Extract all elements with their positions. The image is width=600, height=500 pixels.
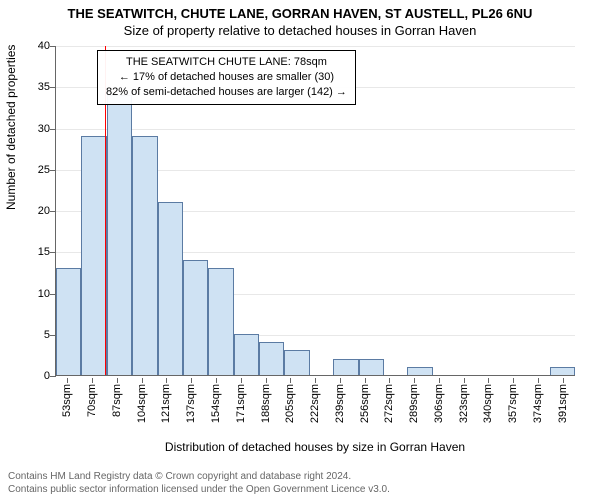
xtick-mark — [464, 378, 465, 383]
attribution-text: Contains HM Land Registry data © Crown c… — [8, 471, 390, 496]
xtick-mark — [513, 378, 514, 383]
xtick-mark — [340, 378, 341, 383]
histogram-bar — [158, 202, 183, 375]
xtick-label: 171sqm — [228, 378, 253, 438]
xtick-mark — [290, 378, 291, 383]
xtick-text: 121sqm — [160, 384, 172, 423]
xtick-text: 391sqm — [557, 384, 569, 423]
histogram-bar — [107, 95, 132, 375]
xtick-text: 104sqm — [136, 384, 148, 423]
xtick-text: 323sqm — [458, 384, 470, 423]
histogram-bar — [183, 260, 208, 375]
xtick-label: 323sqm — [451, 378, 476, 438]
xtick-label: 256sqm — [352, 378, 377, 438]
histogram-bar — [259, 342, 284, 375]
chart-title-main: THE SEATWITCH, CHUTE LANE, GORRAN HAVEN,… — [0, 0, 600, 21]
xtick-mark — [365, 378, 366, 383]
ytick-label: 15 — [38, 246, 56, 258]
xtick-text: 53sqm — [61, 384, 73, 417]
xtick-mark — [142, 378, 143, 383]
xtick-mark — [92, 378, 93, 383]
xtick-mark — [191, 378, 192, 383]
xtick-label: 104sqm — [129, 378, 154, 438]
histogram-bar — [132, 136, 157, 375]
xtick-text: 154sqm — [210, 384, 222, 423]
xtick-label: 222sqm — [303, 378, 328, 438]
xtick-label: 205sqm — [278, 378, 303, 438]
xtick-mark — [67, 378, 68, 383]
xtick-mark — [389, 378, 390, 383]
xtick-label: 374sqm — [526, 378, 551, 438]
xtick-label: 357sqm — [501, 378, 526, 438]
ytick-label: 5 — [44, 329, 56, 341]
xtick-label: 391sqm — [550, 378, 575, 438]
histogram-bar — [208, 268, 233, 375]
xtick-mark — [117, 378, 118, 383]
histogram-bar — [81, 136, 106, 375]
xtick-mark — [439, 378, 440, 383]
xtick-text: 171sqm — [235, 384, 247, 423]
histogram-bar — [284, 350, 309, 375]
y-axis-label: Number of detached properties — [4, 45, 18, 210]
annotation-box: THE SEATWITCH CHUTE LANE: 78sqm ← 17% of… — [97, 50, 356, 105]
xtick-text: 205sqm — [284, 384, 296, 423]
xtick-mark — [488, 378, 489, 383]
annotation-line-2: ← 17% of detached houses are smaller (30… — [106, 70, 347, 85]
xtick-mark — [538, 378, 539, 383]
xtick-text: 87sqm — [111, 384, 123, 417]
xtick-text: 272sqm — [383, 384, 395, 423]
xtick-mark — [563, 378, 564, 383]
xtick-text: 306sqm — [433, 384, 445, 423]
attribution-line-1: Contains HM Land Registry data © Crown c… — [8, 471, 390, 484]
xtick-text: 340sqm — [482, 384, 494, 423]
histogram-bar — [56, 268, 81, 375]
xtick-text: 188sqm — [260, 384, 272, 423]
histogram-bar — [359, 359, 384, 375]
annotation-line-1: THE SEATWITCH CHUTE LANE: 78sqm — [106, 55, 347, 70]
histogram-bar — [407, 367, 432, 375]
ytick-label: 25 — [38, 164, 56, 176]
xtick-text: 289sqm — [408, 384, 420, 423]
ytick-label: 35 — [38, 81, 56, 93]
xtick-label: 154sqm — [204, 378, 229, 438]
xtick-text: 239sqm — [334, 384, 346, 423]
ytick-label: 30 — [38, 123, 56, 135]
xtick-text: 374sqm — [532, 384, 544, 423]
xtick-text: 70sqm — [86, 384, 98, 417]
xtick-label: 137sqm — [179, 378, 204, 438]
xtick-label: 87sqm — [105, 378, 130, 438]
xtick-text: 256sqm — [359, 384, 371, 423]
xtick-mark — [414, 378, 415, 383]
xtick-label: 188sqm — [253, 378, 278, 438]
xtick-label: 70sqm — [80, 378, 105, 438]
annotation-line-3: 82% of semi-detached houses are larger (… — [106, 85, 347, 100]
xtick-label: 272sqm — [377, 378, 402, 438]
xtick-label: 306sqm — [426, 378, 451, 438]
xtick-label: 53sqm — [55, 378, 80, 438]
xtick-label: 121sqm — [154, 378, 179, 438]
ytick-label: 40 — [38, 40, 56, 52]
xtick-text: 137sqm — [185, 384, 197, 423]
xtick-label: 239sqm — [327, 378, 352, 438]
xtick-mark — [166, 378, 167, 383]
histogram-bar — [333, 359, 358, 375]
ytick-label: 20 — [38, 205, 56, 217]
xtick-label: 340sqm — [476, 378, 501, 438]
x-axis-label: Distribution of detached houses by size … — [55, 440, 575, 454]
ytick-label: 10 — [38, 288, 56, 300]
x-axis-ticks: 53sqm 70sqm 87sqm 104sqm 121sqm 137sqm 154sqm 1… — [55, 378, 575, 438]
xtick-mark — [315, 378, 316, 383]
histogram-bar — [550, 367, 575, 375]
xtick-text: 357sqm — [507, 384, 519, 423]
xtick-mark — [241, 378, 242, 383]
chart-title-sub: Size of property relative to detached ho… — [0, 21, 600, 38]
xtick-label: 289sqm — [402, 378, 427, 438]
histogram-bar — [234, 334, 259, 375]
xtick-mark — [266, 378, 267, 383]
xtick-text: 222sqm — [309, 384, 321, 423]
attribution-line-2: Contains public sector information licen… — [8, 484, 390, 497]
xtick-mark — [216, 378, 217, 383]
